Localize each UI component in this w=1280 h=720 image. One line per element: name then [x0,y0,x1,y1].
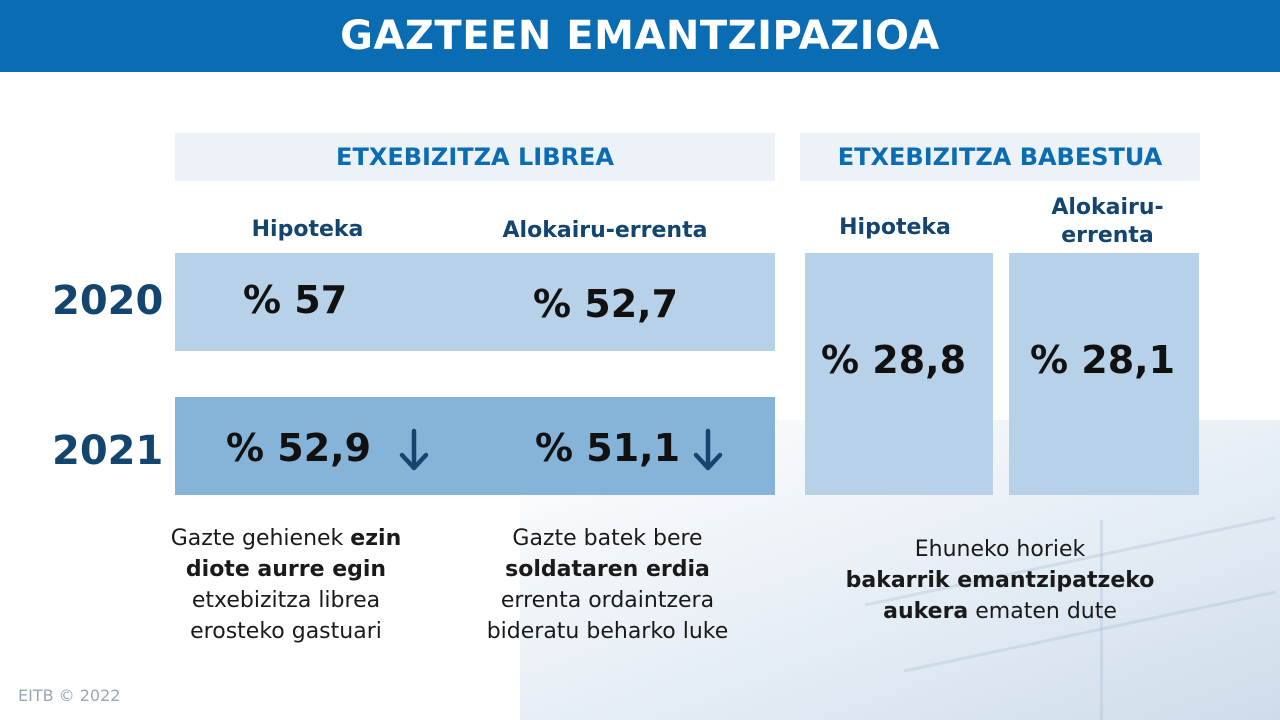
note-babestua: Ehuneko horiek bakarrik emantzipatzeko a… [810,534,1190,627]
row-band-2021 [175,397,775,495]
arrow-down-icon [693,428,723,471]
column-header-babestua-alokairu: Alokairu- errenta [1020,194,1195,250]
note-bold-text: diote aurre egin [185,557,387,582]
column-header-line: Alokairu- [1051,195,1164,220]
year-label-2021: 2021 [52,428,164,474]
row-band-2020 [175,253,775,351]
column-band-babestua-alokairu [1009,253,1199,495]
year-label-2020: 2020 [52,278,164,324]
note-text: etxebizitza librea [191,588,381,613]
value-libre-hipoteka-2021: % 52,9 [226,426,372,470]
column-band-babestua-hipoteka [805,253,993,495]
value-libre-alokairu-2020: % 52,7 [533,282,679,326]
column-header-libre-hipoteka: Hipoteka [251,217,364,242]
title-bar: GAZTEEN EMANTZIPAZIOA [0,0,1280,72]
column-header-babestua-hipoteka: Hipoteka [839,215,951,240]
page-title: GAZTEEN EMANTZIPAZIOA [340,13,940,59]
note-text: Gazte gehienek [170,526,351,551]
value-libre-hipoteka-2020: % 57 [243,278,348,322]
arrow-down-icon [399,428,429,471]
note-text: erosteko gastuari [190,619,382,644]
section-header-libre: ETXEBIZITZA LIBREA [175,133,775,181]
value-babestua-hipoteka: % 28,8 [821,338,967,382]
note-bold-text: aukera [883,599,969,624]
value-babestua-alokairu: % 28,1 [1030,338,1176,382]
column-header-line: errenta [1061,223,1154,248]
note-bold-text: soldataren erdia [505,557,710,582]
note-text: Gazte batek bere [512,526,703,551]
copyright-footer: EITB © 2022 [18,686,121,705]
note-bold-text: ezin [350,526,402,551]
note-text: ematen dute [968,599,1117,624]
note-text: Ehuneko horiek [914,537,1086,562]
note-alokairu: Gazte batek bere soldataren erdia errent… [455,523,760,647]
column-header-libre-alokairu: Alokairu-errenta [502,218,708,243]
section-header-babestua: ETXEBIZITZA BABESTUA [800,133,1200,181]
note-bold-text: bakarrik emantzipatzeko [845,568,1155,593]
note-text: errenta ordaintzera [500,588,715,613]
note-hipoteka: Gazte gehienek ezin diote aurre egin etx… [140,523,432,647]
value-libre-alokairu-2021: % 51,1 [535,426,681,470]
note-text: bideratu beharko luke [486,619,729,644]
